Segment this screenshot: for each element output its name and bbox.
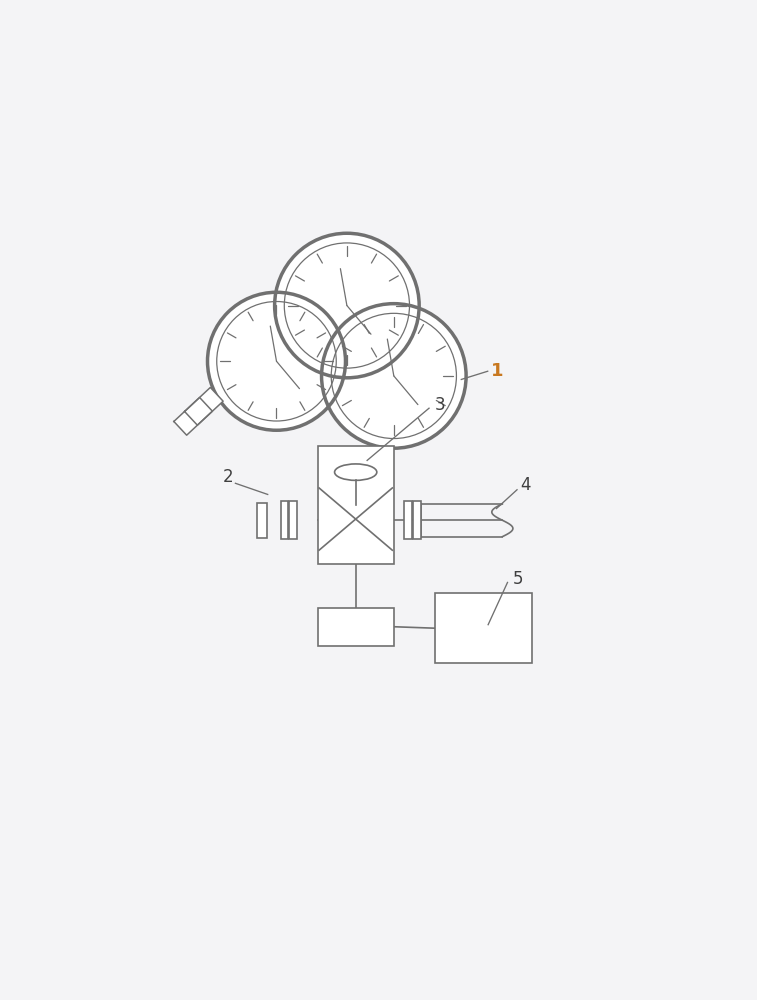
- Text: 1: 1: [491, 362, 503, 380]
- Text: 2: 2: [223, 468, 233, 486]
- Ellipse shape: [335, 464, 377, 480]
- Bar: [413, 501, 421, 539]
- Bar: [257, 503, 267, 538]
- Text: 3: 3: [435, 396, 446, 414]
- Bar: [435, 593, 531, 663]
- Circle shape: [275, 233, 419, 378]
- Bar: [404, 501, 412, 539]
- Bar: [318, 446, 394, 564]
- Bar: [435, 593, 531, 663]
- Circle shape: [322, 304, 466, 448]
- Circle shape: [207, 292, 345, 430]
- Text: 5: 5: [512, 570, 523, 588]
- Bar: [318, 608, 394, 646]
- Polygon shape: [185, 387, 223, 425]
- Bar: [289, 501, 297, 539]
- Text: 4: 4: [520, 476, 531, 494]
- Bar: [281, 501, 288, 539]
- Polygon shape: [174, 397, 213, 435]
- Bar: [318, 608, 394, 646]
- Bar: [318, 446, 394, 564]
